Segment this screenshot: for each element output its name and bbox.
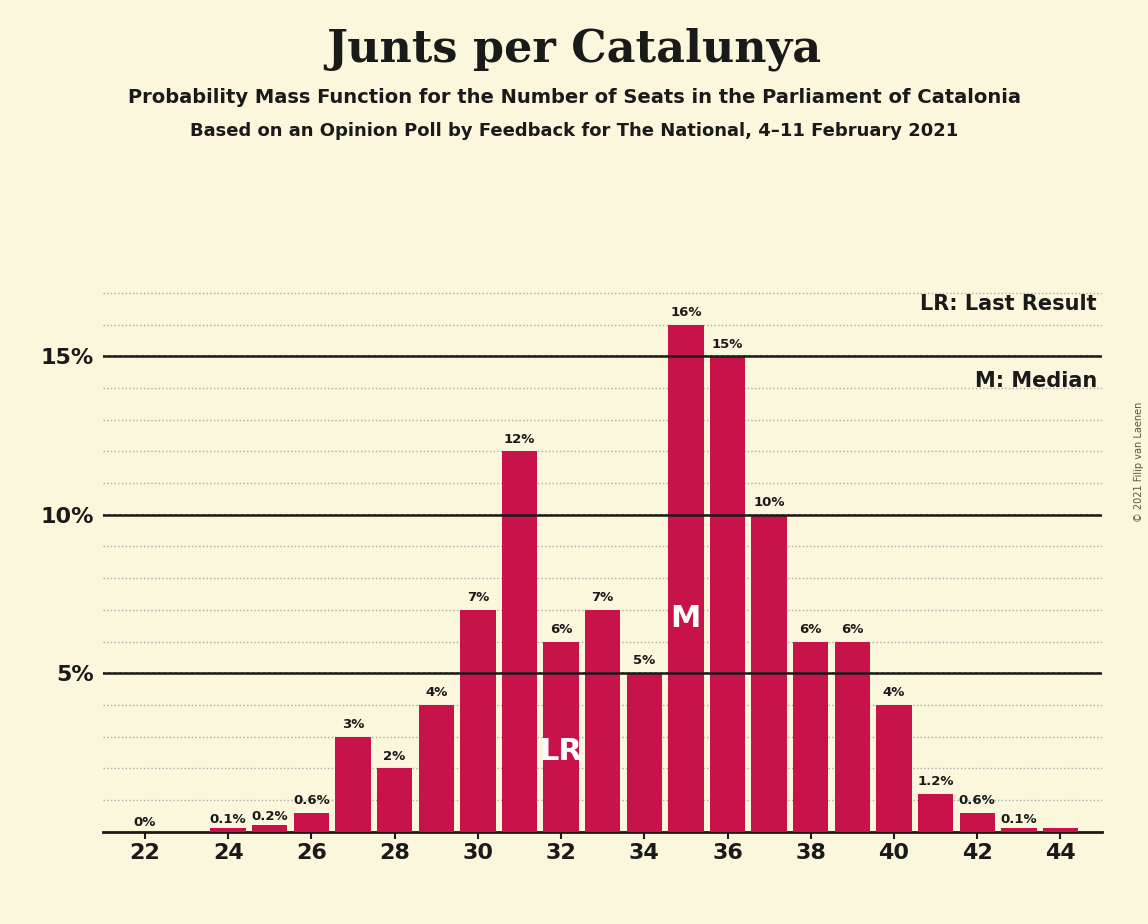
- Text: Based on an Opinion Poll by Feedback for The National, 4–11 February 2021: Based on an Opinion Poll by Feedback for…: [189, 122, 959, 140]
- Text: 7%: 7%: [591, 591, 614, 604]
- Text: 5%: 5%: [634, 654, 656, 667]
- Bar: [752, 515, 786, 832]
- Bar: [835, 641, 870, 832]
- Text: 16%: 16%: [670, 306, 701, 319]
- Text: Junts per Catalunya: Junts per Catalunya: [326, 28, 822, 71]
- Bar: [793, 641, 829, 832]
- Text: Probability Mass Function for the Number of Seats in the Parliament of Catalonia: Probability Mass Function for the Number…: [127, 88, 1021, 107]
- Bar: [502, 452, 537, 832]
- Text: 6%: 6%: [800, 623, 822, 636]
- Text: 4%: 4%: [425, 687, 448, 699]
- Bar: [1042, 829, 1078, 832]
- Text: 0.6%: 0.6%: [959, 794, 995, 807]
- Text: 0.1%: 0.1%: [210, 813, 247, 826]
- Text: 10%: 10%: [753, 496, 785, 509]
- Text: 0.2%: 0.2%: [251, 809, 288, 822]
- Bar: [627, 674, 662, 832]
- Text: © 2021 Filip van Laenen: © 2021 Filip van Laenen: [1134, 402, 1143, 522]
- Text: 6%: 6%: [550, 623, 572, 636]
- Text: 4%: 4%: [883, 687, 905, 699]
- Text: 15%: 15%: [712, 337, 743, 351]
- Text: 6%: 6%: [841, 623, 863, 636]
- Text: 7%: 7%: [467, 591, 489, 604]
- Text: 2%: 2%: [383, 749, 405, 762]
- Text: LR: LR: [540, 737, 582, 766]
- Text: 0.1%: 0.1%: [1001, 813, 1037, 826]
- Bar: [1001, 829, 1037, 832]
- Bar: [960, 812, 995, 832]
- Text: M: M: [670, 604, 701, 633]
- Text: 0.6%: 0.6%: [293, 794, 329, 807]
- Bar: [210, 829, 246, 832]
- Text: M: Median: M: Median: [975, 371, 1097, 392]
- Bar: [377, 768, 412, 832]
- Bar: [876, 705, 912, 832]
- Bar: [543, 641, 579, 832]
- Bar: [253, 825, 287, 832]
- Bar: [918, 794, 953, 832]
- Bar: [335, 736, 371, 832]
- Bar: [709, 357, 745, 832]
- Text: LR: Last Result: LR: Last Result: [921, 294, 1097, 314]
- Text: 3%: 3%: [342, 718, 364, 731]
- Bar: [460, 610, 496, 832]
- Text: 12%: 12%: [504, 432, 535, 445]
- Text: 1.2%: 1.2%: [917, 775, 954, 788]
- Bar: [294, 812, 329, 832]
- Bar: [585, 610, 620, 832]
- Bar: [419, 705, 453, 832]
- Text: 0%: 0%: [134, 816, 156, 829]
- Bar: [668, 324, 704, 832]
